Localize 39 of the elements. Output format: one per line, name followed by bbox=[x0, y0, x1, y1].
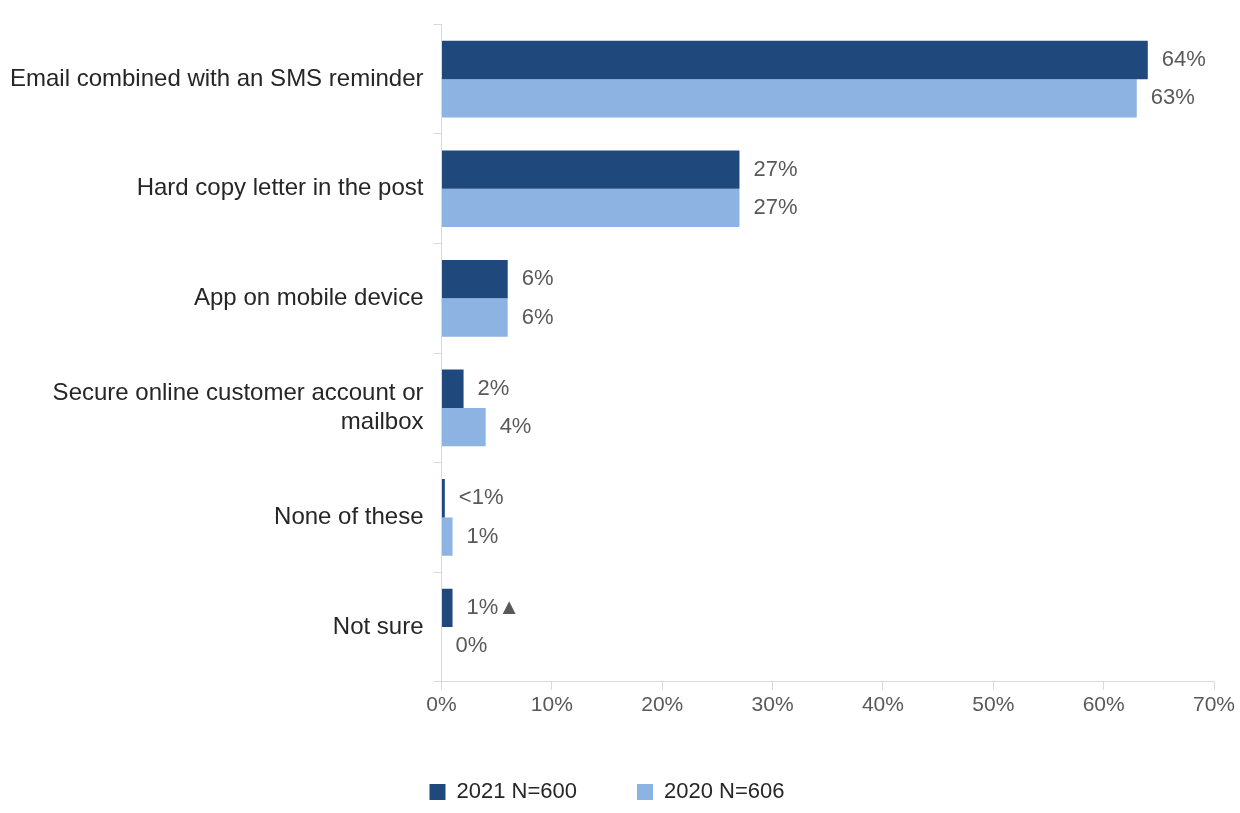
data-label: 6% bbox=[521, 303, 554, 329]
bar bbox=[442, 40, 1148, 80]
y-tick-label: Hard copy letter in the post bbox=[136, 173, 424, 201]
y-tick-label: Not sure bbox=[332, 611, 424, 639]
bar bbox=[442, 259, 508, 299]
bar bbox=[442, 369, 464, 408]
data-label: 0% bbox=[455, 632, 488, 658]
y-tick-label: None of these bbox=[274, 502, 424, 530]
x-tick-label: 50% bbox=[972, 692, 1015, 716]
x-tick-label: 40% bbox=[861, 692, 904, 716]
y-tick-label: Email combined with an SMS reminder bbox=[10, 63, 424, 91]
bar bbox=[442, 79, 1137, 118]
bar bbox=[442, 188, 740, 228]
y-tick-label: Secure online customer account or mailbox bbox=[52, 378, 424, 434]
data-label: 63% bbox=[1150, 84, 1195, 110]
x-tick-label: 60% bbox=[1082, 692, 1125, 716]
bar bbox=[442, 298, 508, 337]
data-label: 1%▲ bbox=[466, 593, 521, 619]
x-tick-label: 10% bbox=[530, 692, 573, 716]
legend-label: 2021 N=600 bbox=[456, 778, 577, 804]
data-label: <1% bbox=[458, 484, 504, 510]
data-label: 27% bbox=[753, 155, 798, 181]
bar bbox=[442, 150, 740, 189]
x-tick-label: 0% bbox=[426, 692, 457, 716]
y-tick-label: App on mobile device bbox=[194, 282, 424, 310]
bar bbox=[442, 588, 453, 628]
legend-label: 2020 N=606 bbox=[664, 778, 785, 804]
data-label: 4% bbox=[499, 413, 532, 439]
data-label: 27% bbox=[753, 193, 798, 219]
data-label: 1% bbox=[466, 522, 499, 548]
data-label: 64% bbox=[1161, 46, 1206, 72]
bar bbox=[442, 479, 445, 518]
data-label: 6% bbox=[521, 265, 554, 291]
bar bbox=[442, 517, 453, 556]
data-label: 2% bbox=[477, 374, 510, 400]
x-tick-label: 70% bbox=[1192, 692, 1236, 716]
bar bbox=[442, 407, 486, 447]
x-tick-label: 20% bbox=[641, 692, 684, 716]
x-tick-label: 30% bbox=[751, 692, 794, 716]
